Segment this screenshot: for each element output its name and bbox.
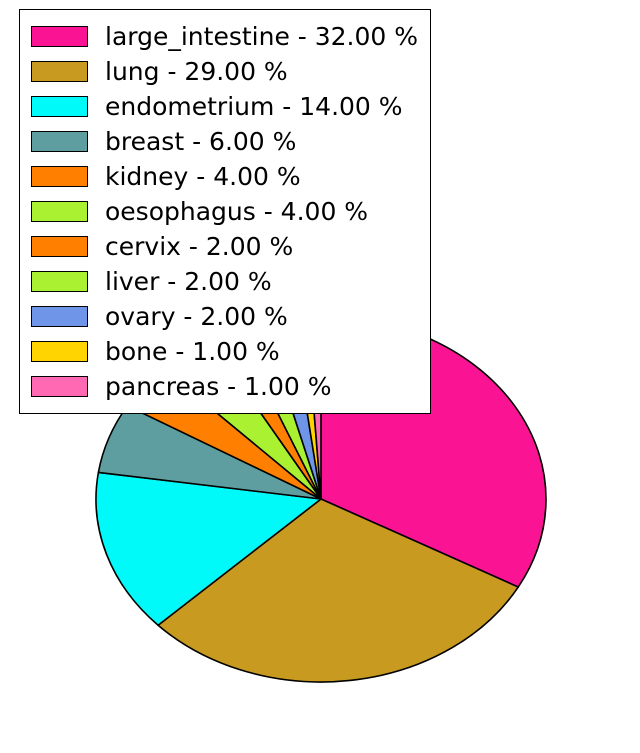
legend-swatch-bone [31,341,88,362]
legend-label-liver: liver - 2.00 % [105,267,272,296]
legend-item[interactable]: liver - 2.00 % [31,264,418,299]
legend-item[interactable]: lung - 29.00 % [31,54,418,89]
legend-item[interactable]: large_intestine - 32.00 % [31,19,418,54]
pie-slice-endometrium[interactable] [95,471,322,627]
legend-label-oesophagus: oesophagus - 4.00 % [105,197,369,226]
legend-swatch-endometrium [31,96,88,117]
legend-label-cervix: cervix - 2.00 % [105,232,294,261]
legend-swatch-liver [31,271,88,292]
legend-item[interactable]: pancreas - 1.00 % [31,369,418,404]
legend-label-large-intestine: large_intestine - 32.00 % [105,22,419,51]
legend-label-bone: bone - 1.00 % [105,337,280,366]
pie-slice-lung[interactable] [157,498,520,683]
legend-label-lung: lung - 29.00 % [105,57,288,86]
legend-label-pancreas: pancreas - 1.00 % [105,372,332,401]
legend-swatch-oesophagus [31,201,88,222]
legend-swatch-kidney [31,166,88,187]
legend-item[interactable]: kidney - 4.00 % [31,159,418,194]
legend-label-kidney: kidney - 4.00 % [105,162,301,191]
chart-legend: large_intestine - 32.00 % lung - 29.00 %… [19,9,432,414]
legend-swatch-breast [31,131,88,152]
legend-item[interactable]: cervix - 2.00 % [31,229,418,264]
legend-label-ovary: ovary - 2.00 % [105,302,288,331]
legend-swatch-ovary [31,306,88,327]
legend-item[interactable]: oesophagus - 4.00 % [31,194,418,229]
legend-item[interactable]: bone - 1.00 % [31,334,418,369]
legend-item[interactable]: breast - 6.00 % [31,124,418,159]
legend-swatch-large-intestine [31,26,88,47]
legend-swatch-lung [31,61,88,82]
legend-item[interactable]: ovary - 2.00 % [31,299,418,334]
legend-swatch-pancreas [31,376,88,397]
legend-label-endometrium: endometrium - 14.00 % [105,92,403,121]
legend-label-breast: breast - 6.00 % [105,127,297,156]
legend-item[interactable]: endometrium - 14.00 % [31,89,418,124]
legend-swatch-cervix [31,236,88,257]
